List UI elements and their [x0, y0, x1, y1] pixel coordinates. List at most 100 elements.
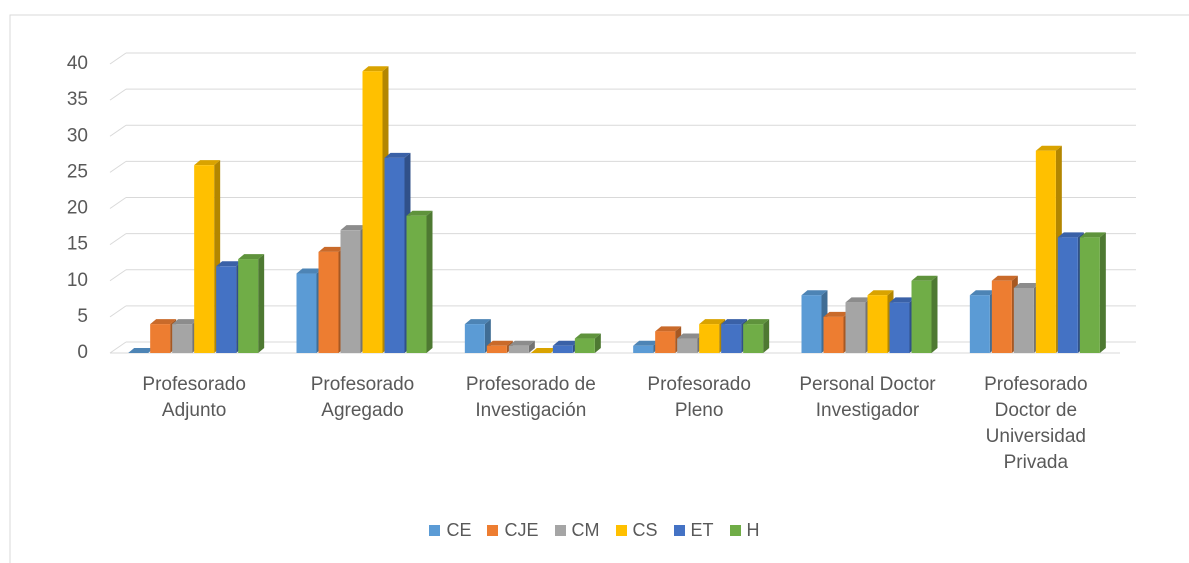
- x-tick-label: Profesorado Agregado: [310, 374, 415, 421]
- bar-front: [721, 324, 742, 353]
- bar-front: [486, 345, 507, 353]
- legend-item: ET: [673, 520, 714, 541]
- legend-item: CM: [554, 520, 600, 541]
- legend-label: CJE: [504, 520, 539, 540]
- bar-top: [911, 275, 938, 281]
- bar-front: [406, 215, 427, 353]
- bar-top: [1013, 282, 1040, 288]
- legend-swatch: [554, 525, 566, 536]
- bar: [464, 319, 491, 353]
- y-tick-label: 5: [77, 306, 88, 327]
- grid-line-side: [109, 52, 127, 65]
- bar-front: [845, 302, 866, 353]
- bar-top: [969, 290, 996, 296]
- bar-front: [633, 345, 654, 353]
- legend-item: CE: [429, 520, 471, 541]
- bar-top: [340, 225, 367, 231]
- bar-front: [1079, 237, 1100, 353]
- bar-front: [1013, 287, 1034, 353]
- grid-line-side: [109, 88, 127, 101]
- bar-top: [362, 66, 389, 72]
- bar-top: [1079, 232, 1106, 238]
- bar-side: [258, 254, 265, 353]
- bar: [743, 319, 770, 353]
- legend-swatch: [429, 525, 441, 536]
- bar-top: [318, 246, 345, 252]
- bar-top: [486, 340, 513, 346]
- bar-front: [889, 302, 910, 353]
- bar-top: [633, 340, 660, 346]
- y-tick-label: 0: [77, 342, 88, 363]
- chart-border: [9, 14, 1189, 563]
- bar-front: [991, 280, 1012, 353]
- bar-top: [128, 348, 155, 353]
- bar-front: [216, 266, 237, 353]
- x-tick-label: Profesorado de Investigación: [465, 374, 596, 421]
- bar-top: [216, 261, 243, 267]
- bar: [823, 311, 850, 353]
- legend: CE CJE CM CS ET H: [0, 520, 1189, 541]
- x-tick-label: Profesorado Pleno: [647, 374, 751, 421]
- bar: [911, 275, 938, 353]
- x-tick-label: Personal Doctor Investigador: [799, 374, 936, 421]
- bar-top: [238, 254, 265, 260]
- bar-top: [384, 152, 411, 158]
- bar: [574, 333, 601, 353]
- bar: [1079, 232, 1106, 353]
- y-tick-label: 40: [67, 53, 88, 74]
- grid-line-side: [109, 341, 127, 354]
- legend-swatch: [615, 525, 627, 536]
- bar-front: [1035, 150, 1056, 353]
- bar: [699, 319, 726, 353]
- bar-front: [318, 251, 339, 353]
- grid-line-side: [109, 160, 127, 173]
- bar-front: [150, 324, 171, 353]
- bar-top: [867, 290, 894, 296]
- bar-top: [889, 297, 916, 303]
- bar: [128, 348, 155, 353]
- grid-line-side: [109, 233, 127, 246]
- legend-item: CS: [615, 520, 658, 541]
- x-tick-label: Profesorado Doctor de Universidad Privad…: [984, 374, 1088, 473]
- legend-label: CS: [632, 520, 658, 540]
- bar: [508, 340, 535, 353]
- y-tick-label: 15: [67, 234, 88, 255]
- y-tick-label: 25: [67, 161, 88, 182]
- bar-side: [1099, 232, 1106, 353]
- bar-side: [528, 340, 535, 353]
- bar-top: [699, 319, 726, 325]
- legend-item: H: [729, 520, 760, 541]
- bar-front: [574, 338, 595, 353]
- grid-line-side: [109, 124, 127, 137]
- bar-side: [594, 333, 601, 353]
- bar-top: [991, 275, 1018, 281]
- bar-front: [823, 316, 844, 353]
- bar-top: [464, 319, 491, 325]
- legend-swatch: [729, 525, 741, 536]
- bar-top: [743, 319, 770, 325]
- bar-front: [172, 324, 193, 353]
- bar: [238, 254, 265, 353]
- bar-front: [194, 165, 215, 353]
- x-tick-label: Profesorado Adjunto: [142, 374, 246, 421]
- bar-top: [823, 311, 850, 317]
- y-tick-label: 20: [67, 198, 88, 219]
- bar-top: [845, 297, 872, 303]
- bar-front: [911, 280, 932, 353]
- bar-top: [172, 319, 199, 325]
- bar-front: [655, 331, 676, 353]
- bar-side: [931, 275, 938, 353]
- grid-line-side: [109, 305, 127, 318]
- bar-front: [743, 324, 764, 353]
- bar-front: [340, 230, 361, 353]
- bar-top: [1035, 145, 1062, 151]
- legend-label: CM: [571, 520, 600, 540]
- bar-front: [384, 157, 405, 353]
- bar-top: [530, 348, 557, 353]
- bar-front: [464, 324, 485, 353]
- bar: [194, 160, 221, 353]
- bar-front: [238, 259, 259, 353]
- y-tick-label: 30: [67, 125, 88, 146]
